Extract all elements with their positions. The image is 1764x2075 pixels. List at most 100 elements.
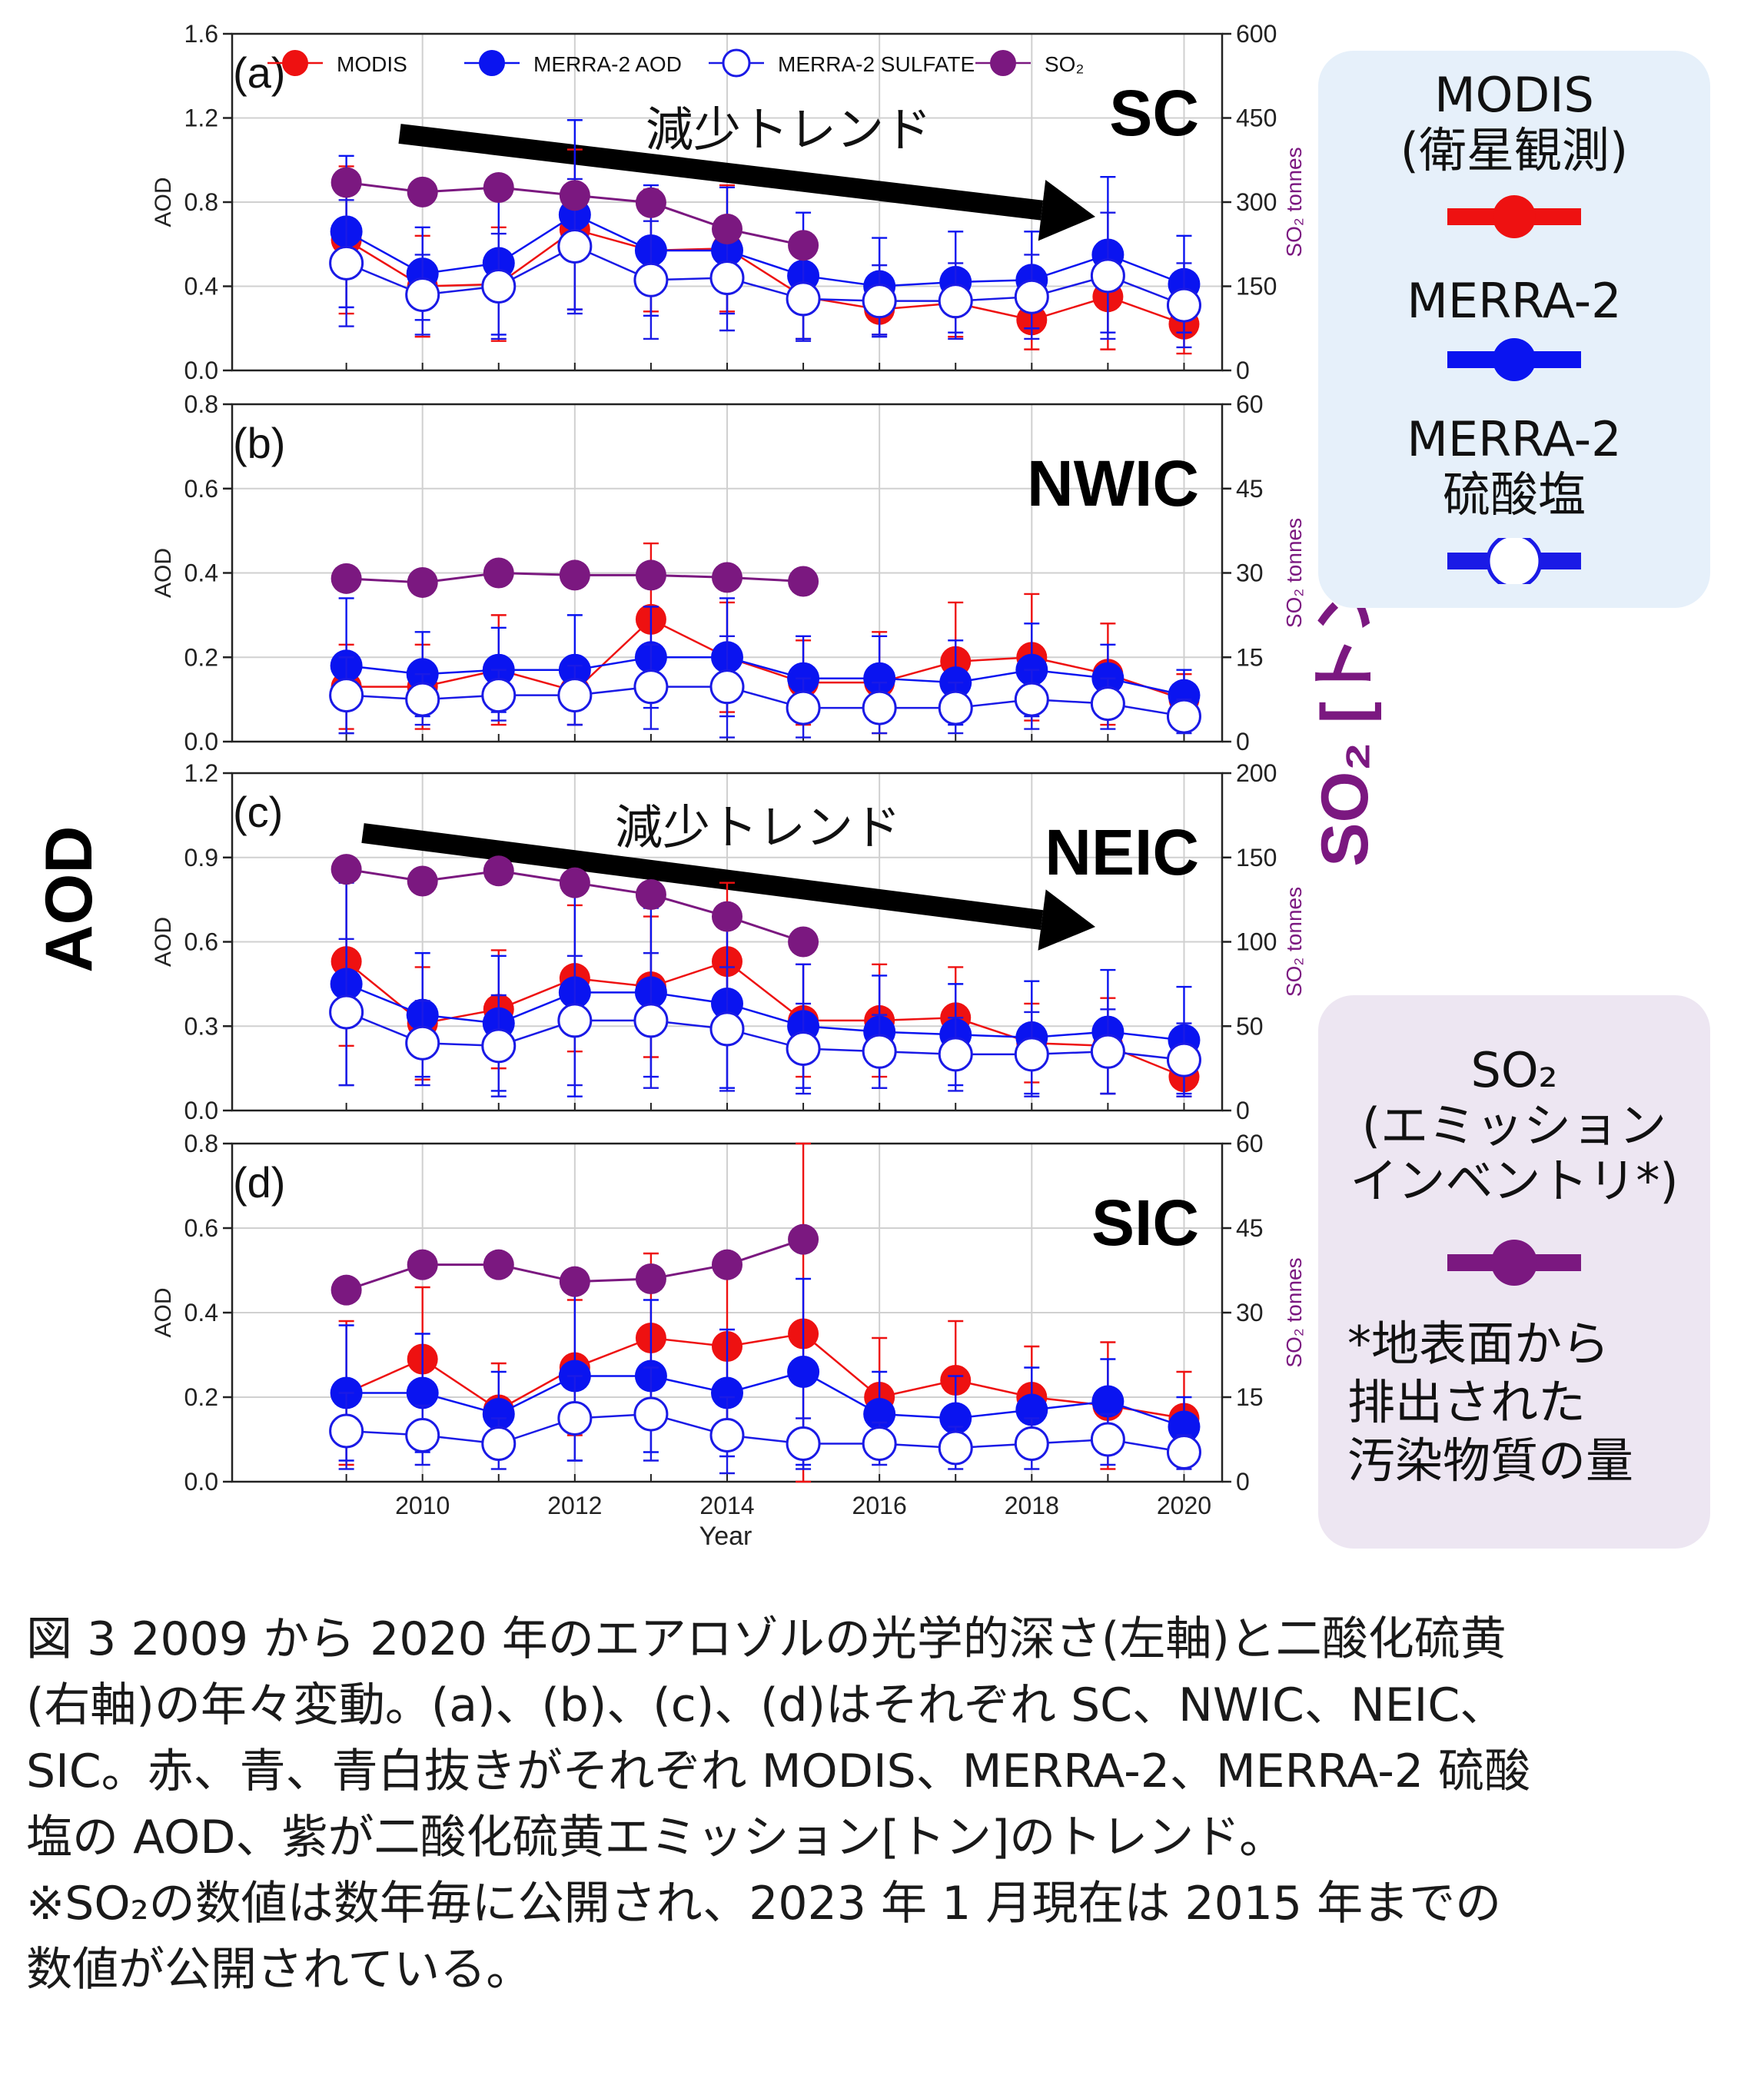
data-point [1014,1037,1049,1072]
series-line [346,1413,1184,1453]
data-point [483,172,514,204]
x-tick-label: 2020 [1157,1492,1211,1519]
caption-line: (右軸)の年々変動。(a)、(b)、(c)、(d)はそれぞれ SC、NWIC、N… [26,1678,1507,1732]
legend-so2-marker [1447,1240,1581,1286]
data-point [788,230,819,261]
y-tick-label: 0.6 [184,928,218,956]
y2-tick-label: 45 [1236,1214,1264,1242]
y2-tick-label: 0 [1236,1468,1250,1496]
y-tick-label: 0.0 [184,728,218,755]
y2-tick-label: 50 [1236,1012,1264,1040]
y-tick-label: 0.4 [184,1299,218,1326]
data-point [1014,1426,1049,1461]
x-axis-label: Year [699,1522,752,1551]
y-tick-label: 0.8 [184,188,218,216]
x-tick-label: 2018 [1005,1492,1059,1519]
trend-annotation: 減少トレンド [646,104,932,157]
legend-footnote: *地表面から 排出された 汚染物質の量 [1347,1316,1634,1489]
region-label: SC [1109,77,1199,149]
data-point [712,214,742,245]
y-tick-label: 0.8 [184,1130,218,1157]
caption-line: 数値が公開されている。 [26,1943,533,1997]
y2-axis-label: SO₂ tonnes [1282,147,1306,257]
data-point [633,1396,669,1432]
data-point [939,1402,972,1435]
data-point [405,1025,440,1061]
region-label: NWIC [1027,447,1199,520]
legend-marker [990,50,1016,76]
data-point [483,855,514,887]
data-point [481,678,517,713]
series-line [346,1333,1184,1419]
panel-label: (d) [233,1158,285,1207]
data-point [788,926,819,958]
panel-label: (c) [233,788,283,836]
caption-line: SIC。赤、青、青白抜きがそれぞれ MODIS、MERRA-2、MERRA-2 … [26,1745,1531,1798]
y2-tick-label: 60 [1236,1130,1264,1157]
legend-sulfate-label: MERRA-2 硫酸塩 [1407,411,1622,523]
y2-tick-label: 0 [1236,357,1250,384]
x-tick-label: 2010 [395,1492,450,1519]
y-tick-label: 0.6 [184,1214,218,1242]
data-point [407,865,438,897]
data-point [407,1249,438,1280]
y2-axis-label: SO₂ tonnes [1282,887,1306,997]
data-point [635,879,666,911]
data-point [559,1266,590,1297]
y2-tick-label: 30 [1236,559,1264,587]
y-tick-label: 1.6 [184,20,218,48]
panel-label: (a) [233,48,285,97]
legend-modis-marker [1447,195,1581,238]
data-point [483,557,514,589]
data-point [863,662,896,695]
data-point [711,1376,743,1409]
y-tick-label: 0.2 [184,1383,218,1411]
data-point [329,1413,364,1449]
data-point [407,566,438,598]
data-point [938,690,973,725]
legend-label: MERRA-2 SULFATE [778,52,975,76]
series-line [346,245,1184,307]
y-axis-label: AOD [151,177,176,227]
data-point [635,187,666,218]
data-point [559,867,590,898]
data-point [557,1401,593,1436]
data-point [331,167,362,198]
y-tick-label: 0.0 [184,1468,218,1496]
y2-tick-label: 200 [1236,759,1277,787]
data-point [559,180,590,211]
caption-line: 塩の AOD、紫が二酸化硫黄エミッション[トン]のトレンド。 [26,1811,1286,1864]
legend-label: MERRA-2 AOD [533,52,682,76]
data-point [406,1376,439,1409]
data-point [557,228,593,264]
y-tick-label: 0.3 [184,1012,218,1040]
data-point [481,1028,517,1064]
x-tick-label: 2012 [547,1492,602,1519]
y2-tick-label: 15 [1236,1383,1264,1411]
data-point [709,669,745,705]
trend-arrowhead [1038,889,1095,951]
x-tick-label: 2016 [852,1492,907,1519]
data-point [482,1398,515,1430]
data-point [1168,1410,1201,1443]
chart-panel: 0.0 0.2 0.4 0.6 0.8 0 15 30 45 60 AOD SO₂ tonnes (b)… [151,390,1306,755]
data-point [712,1249,742,1280]
data-point [329,678,364,713]
data-point [786,690,821,725]
data-point [1166,287,1201,323]
data-point [1090,1034,1125,1069]
y2-tick-label: 100 [1236,928,1277,956]
legend-marker [722,48,751,78]
data-point [635,1263,666,1294]
legend-sulfate-marker [1447,538,1581,584]
data-point [862,1034,897,1069]
y2-tick-label: 150 [1236,844,1277,872]
data-point [862,1426,897,1461]
caption-line: ※SO₂の数値は数年毎に公開され、2023 年 1 月現在は 2015 年までの [26,1877,1502,1931]
y2-tick-label: 450 [1236,105,1277,132]
y-tick-label: 0.4 [184,559,218,587]
y2-axis-label: SO₂ tonnes [1282,1257,1306,1367]
trend-arrow [398,124,1044,221]
series-line [345,228,1184,325]
x-tick-label: 2014 [699,1492,754,1519]
